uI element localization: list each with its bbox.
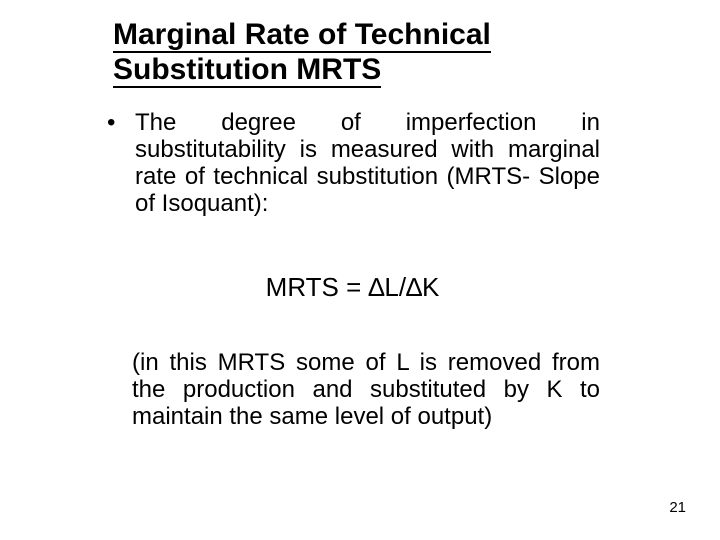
slide-title: Marginal Rate of Technical Substitution … bbox=[113, 18, 593, 87]
title-line-2: Substitution MRTS bbox=[113, 53, 381, 88]
body-paragraph-1: • The degree of imperfection in substitu… bbox=[105, 110, 600, 218]
page-number: 21 bbox=[669, 499, 686, 516]
bullet-mark: • bbox=[105, 110, 135, 218]
slide: Marginal Rate of Technical Substitution … bbox=[0, 0, 720, 540]
title-line-1: Marginal Rate of Technical bbox=[113, 18, 491, 53]
bullet-item: • The degree of imperfection in substitu… bbox=[105, 110, 600, 218]
body-paragraph-2: (in this MRTS some of L is removed from … bbox=[132, 350, 600, 431]
bullet-text: The degree of imperfection in substituta… bbox=[135, 110, 600, 218]
equation: MRTS = ∆L/∆K bbox=[105, 272, 600, 303]
